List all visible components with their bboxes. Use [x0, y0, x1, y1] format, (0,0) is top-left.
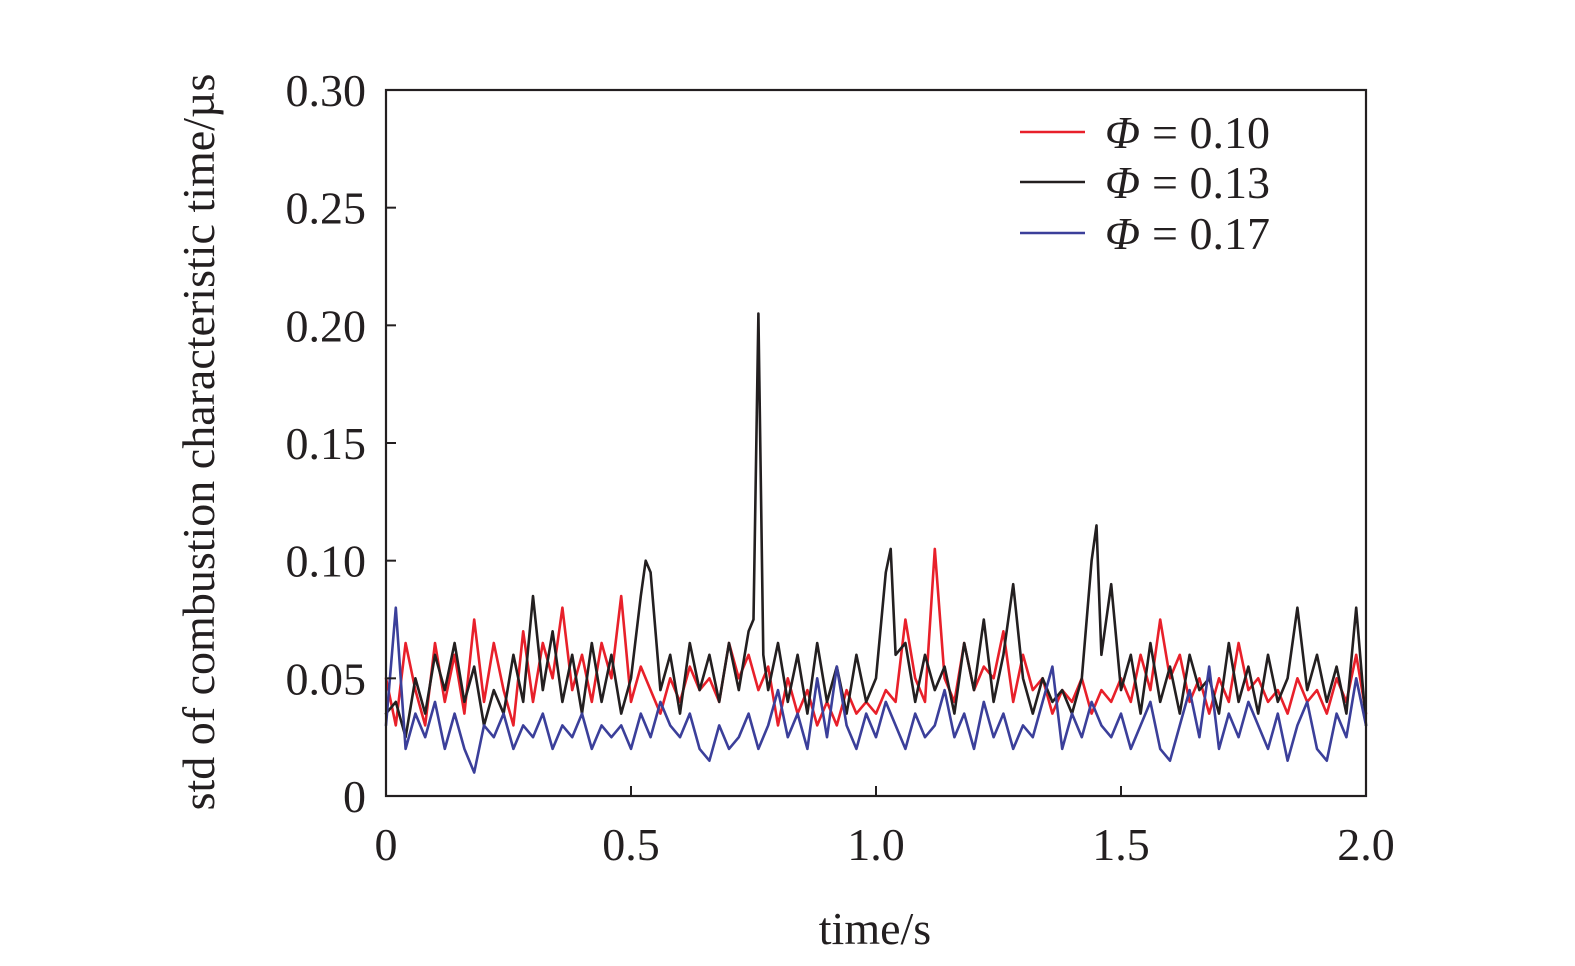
series-line-0 [384, 547, 1368, 727]
series-line-2 [384, 606, 1368, 774]
legend-phi-symbol: Φ [1105, 208, 1140, 259]
x-axis-title: time/s [819, 903, 931, 954]
y-tick-label: 0.15 [286, 418, 367, 469]
axes-layer: 0 0.5 1.0 1.5 2.0 0 0.05 0.10 0.15 0.20 0.25 0.30 [286, 65, 1395, 870]
x-tick-label: 0 [375, 819, 398, 870]
y-tick-label: 0.10 [286, 536, 367, 587]
legend-value: = 0.10 [1152, 107, 1270, 158]
y-tick-label: 0 [343, 771, 366, 822]
legend: Φ = 0.10Φ = 0.13Φ = 0.17 [1020, 107, 1270, 259]
legend-label-1: Φ = 0.13 [1105, 157, 1270, 208]
legend-phi-symbol: Φ [1105, 107, 1140, 158]
y-tick-label: 0.20 [286, 300, 367, 351]
x-tick-label: 1.0 [847, 819, 905, 870]
series-line-1 [384, 312, 1368, 739]
legend-label-0: Φ = 0.10 [1105, 107, 1270, 158]
y-tick-label: 0.30 [286, 65, 367, 116]
y-axis-title: std of combustion characteristic time/µs [173, 74, 224, 811]
legend-value: = 0.17 [1152, 208, 1270, 259]
y-tick-label: 0.25 [286, 183, 367, 234]
series-layer [384, 312, 1368, 774]
legend-value: = 0.13 [1152, 157, 1270, 208]
x-tick-label: 1.5 [1092, 819, 1150, 870]
x-tick-label: 2.0 [1337, 819, 1395, 870]
x-tick-label: 0.5 [602, 819, 660, 870]
y-tick-label: 0.05 [286, 653, 367, 704]
legend-label-2: Φ = 0.17 [1105, 208, 1270, 259]
legend-phi-symbol: Φ [1105, 157, 1140, 208]
